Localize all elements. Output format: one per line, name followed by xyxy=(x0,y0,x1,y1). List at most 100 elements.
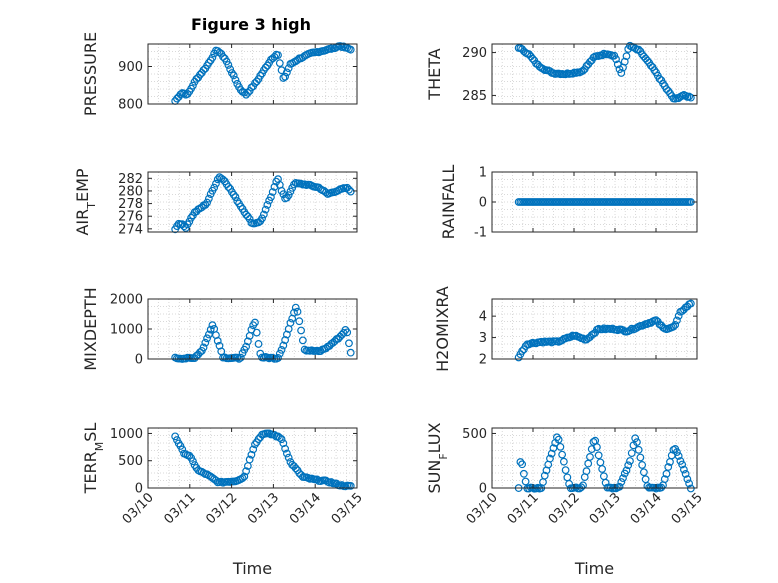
data-point xyxy=(206,325,215,334)
axis-label: SUNFLUX xyxy=(425,422,450,493)
data-point xyxy=(615,482,624,491)
data-point xyxy=(594,451,603,460)
x-tick-label: 03/15 xyxy=(329,490,366,527)
data-point xyxy=(233,197,242,205)
axes-box xyxy=(491,427,698,489)
axes-box xyxy=(147,171,358,233)
data-point xyxy=(231,193,240,201)
data-point xyxy=(268,353,277,362)
data-point xyxy=(559,457,568,466)
data-point xyxy=(681,91,690,100)
data-point xyxy=(579,481,587,490)
data-point xyxy=(252,328,261,337)
data-point xyxy=(242,342,251,351)
data-point xyxy=(671,321,680,329)
data-point xyxy=(275,433,284,442)
x-tick-label: 03/14 xyxy=(287,490,324,527)
data-point xyxy=(619,474,627,483)
axes-box xyxy=(147,427,358,489)
data-point xyxy=(673,448,681,456)
y-tick-label: 278 xyxy=(118,197,143,212)
data-point xyxy=(189,81,197,90)
data-point xyxy=(185,451,194,460)
y-tick-label: 4 xyxy=(479,310,487,325)
axis-label: Time xyxy=(232,559,272,578)
data-point xyxy=(591,436,600,445)
data-point xyxy=(236,353,245,362)
data-point xyxy=(627,449,636,457)
data-point xyxy=(298,336,307,345)
data-point xyxy=(275,59,284,67)
data-point xyxy=(282,330,291,339)
subplot-h2omixra: 2 3 4 H2OMIXRA xyxy=(433,286,698,372)
data-point xyxy=(213,175,222,184)
data-point xyxy=(686,299,695,308)
axis-label: RAINFALL xyxy=(439,165,458,240)
data-point xyxy=(277,435,286,444)
data-point xyxy=(201,338,210,347)
x-tick-label: 03/13 xyxy=(245,490,282,527)
data-point xyxy=(561,466,570,475)
data-point xyxy=(587,445,596,454)
data-point xyxy=(240,88,249,97)
y-tick-label: 500 xyxy=(462,427,487,442)
data-point xyxy=(263,201,272,209)
data-point xyxy=(685,479,694,488)
data-point xyxy=(598,465,607,473)
data-point xyxy=(589,53,598,62)
data-point xyxy=(282,68,291,77)
data-point xyxy=(662,469,671,478)
data-point xyxy=(181,450,190,459)
data-point xyxy=(204,194,213,203)
y-tick-label: 2000 xyxy=(110,293,143,308)
data-point xyxy=(251,318,259,327)
data-point xyxy=(242,467,251,476)
x-tick-label: 03/11 xyxy=(162,490,199,527)
data-point xyxy=(554,435,563,444)
data-point xyxy=(251,440,259,449)
data-point xyxy=(210,183,219,192)
data-point xyxy=(282,449,291,458)
y-tick-label: 900 xyxy=(118,60,143,75)
data-point xyxy=(626,457,634,465)
subplot-theta: 285 290 THETA xyxy=(425,41,698,105)
data-point xyxy=(203,198,211,207)
y-tick-label: 274 xyxy=(118,222,143,237)
y-tick-label: 0 xyxy=(135,482,143,497)
data-point xyxy=(189,457,197,466)
data-point xyxy=(547,449,556,458)
x-tick-label: 03/12 xyxy=(546,490,583,527)
data-point xyxy=(281,72,290,81)
data-point xyxy=(346,187,355,196)
data-point xyxy=(238,474,247,483)
data-point xyxy=(180,89,188,98)
data-point xyxy=(208,321,217,330)
data-point xyxy=(633,438,641,447)
data-point xyxy=(343,328,352,337)
x-tick-label: 03/15 xyxy=(669,490,706,527)
data-point xyxy=(258,214,266,223)
data-point xyxy=(346,348,355,357)
data-point xyxy=(199,343,208,352)
data-point xyxy=(622,52,631,61)
data-point xyxy=(254,340,263,348)
data-point xyxy=(286,318,295,327)
data-point xyxy=(563,473,572,482)
data-point xyxy=(295,317,304,326)
data-point xyxy=(327,45,336,53)
data-point xyxy=(516,458,525,466)
data-point xyxy=(208,53,217,62)
data-point xyxy=(245,455,254,464)
data-point xyxy=(586,452,594,461)
data-point xyxy=(639,468,648,477)
x-tick-label: 03/11 xyxy=(505,490,542,527)
data-point xyxy=(284,191,293,200)
data-point xyxy=(267,193,275,201)
data-point xyxy=(674,452,683,460)
data-point xyxy=(664,86,673,95)
y-tick-label: 1000 xyxy=(110,427,143,442)
data-point xyxy=(171,432,180,441)
